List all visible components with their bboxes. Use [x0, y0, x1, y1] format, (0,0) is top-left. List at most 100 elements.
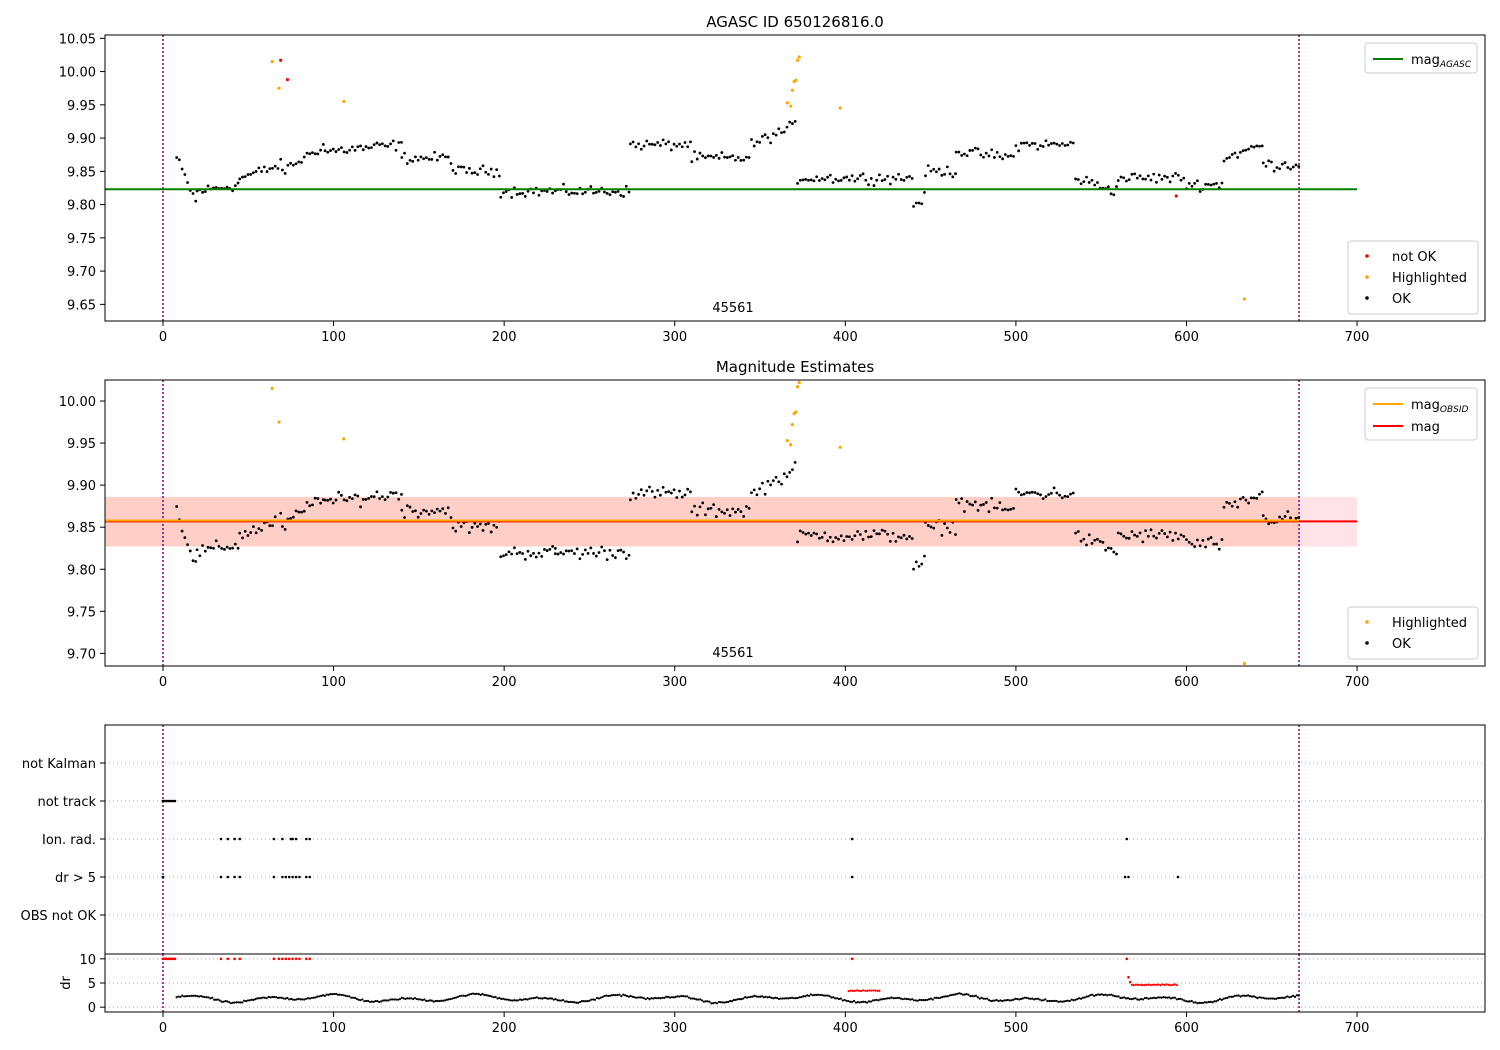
dr-point [198, 995, 201, 998]
ok-point [570, 191, 574, 195]
ok-point [712, 155, 716, 159]
ok-point [372, 143, 376, 147]
dr-point [674, 995, 677, 999]
dr-point [856, 1001, 859, 1004]
dr-point [567, 1000, 570, 1004]
dr-red-point [1127, 975, 1130, 979]
dr-point [911, 998, 914, 1001]
ok-point [993, 156, 996, 159]
ok-point [1079, 182, 1083, 186]
category-label: dr > 5 [55, 871, 96, 886]
dr-point [620, 995, 623, 998]
dr-point [295, 998, 298, 1001]
dr-point [969, 995, 972, 998]
dr-point [366, 999, 370, 1002]
ok-point [276, 167, 280, 170]
ok-point [826, 539, 829, 543]
dr-point [980, 996, 983, 999]
dr-point [1248, 994, 1252, 998]
ok-point [689, 140, 692, 144]
dr-point [305, 997, 308, 1000]
dr-point [586, 999, 589, 1003]
ok-point [976, 508, 980, 512]
dr-point [402, 997, 405, 1000]
ok-point [1185, 538, 1188, 542]
dr-point [1194, 1001, 1197, 1004]
ok-point [817, 536, 821, 540]
dr-point [385, 999, 388, 1002]
dr-point [457, 995, 460, 998]
dr-point [982, 997, 985, 1000]
dr-point [490, 995, 493, 998]
ok-point [608, 548, 612, 552]
ok-point [948, 530, 952, 534]
ok-point [1238, 497, 1242, 501]
ok-point [389, 142, 392, 146]
dr-point [1282, 996, 1285, 1000]
ok-point [389, 490, 392, 494]
dr-point [869, 1000, 873, 1003]
highlighted-point [785, 101, 789, 105]
dr-point [387, 999, 390, 1002]
dr-point [813, 993, 816, 997]
ok-point [492, 523, 496, 527]
ok-point [1044, 495, 1048, 498]
dr-red-point [1155, 983, 1158, 986]
ok-point [1252, 145, 1256, 149]
ok-point [594, 554, 598, 558]
ok-point [850, 174, 854, 178]
ok-point [1076, 530, 1080, 533]
dr-point [1117, 995, 1120, 998]
ok-point [507, 550, 511, 554]
dr-point [1155, 997, 1158, 1000]
ok-point [405, 504, 409, 508]
dr-point [745, 996, 749, 999]
ok-point [451, 526, 455, 530]
ok-point [198, 554, 202, 558]
ok-point [564, 190, 568, 194]
ok-point [1076, 178, 1080, 181]
dr-point [822, 994, 826, 997]
ok-point [812, 179, 816, 183]
dr-point [201, 995, 205, 998]
dr-point [712, 1002, 715, 1005]
dr-point [1051, 999, 1055, 1003]
ok-point [908, 175, 911, 178]
dr-point [774, 996, 777, 999]
ok-point [664, 142, 668, 146]
dr-point [511, 999, 514, 1002]
ok-point [326, 498, 330, 502]
ok-point [397, 141, 401, 144]
ok-point [1133, 533, 1137, 537]
ok-point [481, 164, 485, 168]
dr-point [1218, 998, 1222, 1001]
highlighted-point [270, 60, 274, 64]
ok-point [177, 158, 181, 162]
dr-point [325, 993, 328, 996]
ok-point [1222, 159, 1226, 163]
dr-point [744, 996, 747, 999]
flag-point [291, 837, 294, 841]
dr-point [693, 997, 696, 1000]
ok-point [435, 158, 439, 162]
ok-point [1198, 190, 1202, 193]
ok-point [984, 501, 988, 504]
ok-point [311, 151, 314, 155]
ok-point [861, 538, 865, 541]
ok-point [774, 475, 778, 479]
dr-red-point [1165, 983, 1168, 986]
dr-point [770, 996, 773, 999]
ok-point [331, 147, 335, 151]
ok-point [954, 498, 958, 501]
dr-point [886, 997, 889, 1000]
agasc-axes-frame [104, 34, 1486, 322]
ok-point [695, 513, 699, 517]
dr-point [547, 997, 550, 1000]
ok-point [734, 158, 737, 162]
y-tick-label: 9.80 [67, 199, 96, 214]
ok-point [1152, 534, 1156, 538]
ok-point [1093, 183, 1097, 187]
ok-point [788, 120, 792, 124]
